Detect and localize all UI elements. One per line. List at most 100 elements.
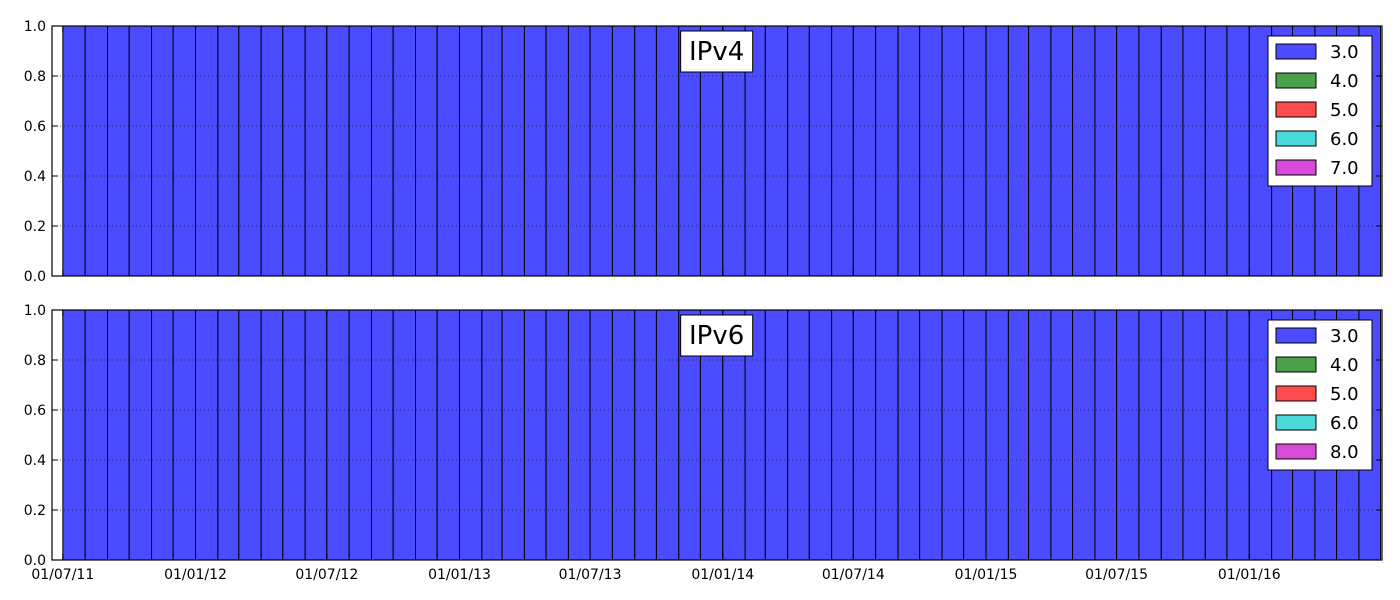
bar-segment <box>84 25 109 277</box>
bar-segment <box>459 25 483 277</box>
bar-segment <box>897 309 921 561</box>
y-tick-label: 0.2 <box>24 219 46 235</box>
y-tick-label: 0.6 <box>24 403 46 419</box>
x-tick-label: 01/01/12 <box>164 567 227 583</box>
bar-segment <box>348 25 373 277</box>
plot-frame <box>51 25 1383 277</box>
panel-title: IPv4 <box>680 30 754 73</box>
bar-segment <box>831 309 854 561</box>
y-tick-label: 0.6 <box>24 119 46 135</box>
bar-segment <box>852 309 877 561</box>
legend-label: 4.0 <box>1330 355 1359 376</box>
title-text: IPv4 <box>689 37 744 67</box>
bar-segment <box>1204 25 1228 277</box>
x-tick-label: 01/07/14 <box>822 567 885 583</box>
y-tick-label: 0.0 <box>24 269 46 285</box>
bar-segment <box>1226 309 1250 561</box>
bar-segment <box>260 309 284 561</box>
legend-item: 6.0 <box>1275 129 1359 150</box>
bar-segment <box>195 25 219 277</box>
x-tick-label: 01/01/15 <box>955 567 1018 583</box>
bar-segment <box>1072 309 1096 561</box>
bar-segment <box>392 309 417 561</box>
legend-item: 6.0 <box>1275 413 1359 434</box>
y-tick-label: 0.4 <box>24 453 46 469</box>
bar-segment <box>1116 25 1140 277</box>
legend-label: 4.0 <box>1330 71 1359 92</box>
title-box <box>680 314 754 357</box>
y-axis: 0.0 0.2 0.4 0.6 0.8 1.0 <box>24 303 1382 569</box>
bar-segment <box>808 309 833 561</box>
bar-segment <box>1007 25 1030 277</box>
plot-frame <box>51 309 1383 561</box>
bar-segment <box>985 25 1009 277</box>
bar-segment <box>1028 309 1052 561</box>
bar-segment <box>1160 25 1184 277</box>
bar-segment <box>1094 25 1118 277</box>
y-tick-label: 1.0 <box>24 19 46 35</box>
bar-segment <box>217 25 240 277</box>
bar-segment <box>919 25 943 277</box>
legend-label: 3.0 <box>1330 42 1359 63</box>
ipv6-panel: 0.00.20.40.60.81.001/07/11 01/01/12 01/07/… <box>24 303 1383 583</box>
bar-segment <box>151 309 174 561</box>
bar-segment <box>326 309 350 561</box>
bar-segment <box>852 25 877 277</box>
bar-segment <box>567 309 591 561</box>
bar-segment <box>985 309 1009 561</box>
legend-item: 4.0 <box>1275 355 1359 376</box>
bar-segment <box>1226 25 1250 277</box>
bar-segment <box>62 309 86 561</box>
x-tick-label: 01/01/13 <box>428 567 491 583</box>
legend-item: 4.0 <box>1275 71 1359 92</box>
bar-segment <box>436 309 461 561</box>
bar-segment <box>238 25 262 277</box>
bar-segment <box>415 309 438 561</box>
bar-segment <box>919 309 943 561</box>
legend-label: 6.0 <box>1330 413 1359 434</box>
bar-segment <box>436 25 461 277</box>
bar-segment <box>151 25 174 277</box>
bar-segment <box>1138 25 1162 277</box>
bar-segment <box>655 309 680 561</box>
legend: 3.0 4.0 5.0 6.0 8.0 <box>1267 319 1373 471</box>
panel-title: IPv6 <box>680 314 754 357</box>
legend-label: 8.0 <box>1330 442 1359 463</box>
x-tick-label: 01/07/13 <box>559 567 622 583</box>
bar-segment <box>1028 25 1052 277</box>
y-tick-label: 1.0 <box>24 303 46 319</box>
title-text: IPv6 <box>689 321 744 351</box>
bar-segment <box>875 309 899 561</box>
bar-segment <box>963 309 987 561</box>
x-tick-label: 01/07/12 <box>295 567 358 583</box>
legend-swatch <box>1275 327 1317 344</box>
legend-item: 3.0 <box>1275 326 1359 347</box>
bar-segment <box>326 25 350 277</box>
bar-segment <box>1050 309 1074 561</box>
legend-label: 5.0 <box>1330 384 1359 405</box>
bar-segment <box>941 309 965 561</box>
bar-segment <box>545 309 569 561</box>
bar-segment <box>589 25 613 277</box>
legend-swatch <box>1275 414 1317 431</box>
bar-segment <box>1182 309 1206 561</box>
bar-segment <box>764 25 789 277</box>
legend-swatch <box>1275 43 1317 60</box>
x-axis: 01/07/11 01/01/12 01/07/12 01/01/13 01/07/13… <box>31 310 1281 583</box>
y-tick-label: 0.8 <box>24 353 46 369</box>
bar-segment <box>831 25 854 277</box>
bar-segment <box>238 309 262 561</box>
bar-segment <box>392 25 417 277</box>
bar-segment <box>128 309 153 561</box>
bar-segment <box>764 309 789 561</box>
bar-segment <box>172 25 197 277</box>
legend-item: 5.0 <box>1275 100 1359 121</box>
title-box <box>680 30 754 73</box>
legend-label: 5.0 <box>1330 100 1359 121</box>
bar-segment <box>1072 25 1096 277</box>
bar-segment <box>371 309 394 561</box>
bars <box>62 309 1382 561</box>
bar-segment <box>897 25 921 277</box>
bar-segment <box>195 309 219 561</box>
